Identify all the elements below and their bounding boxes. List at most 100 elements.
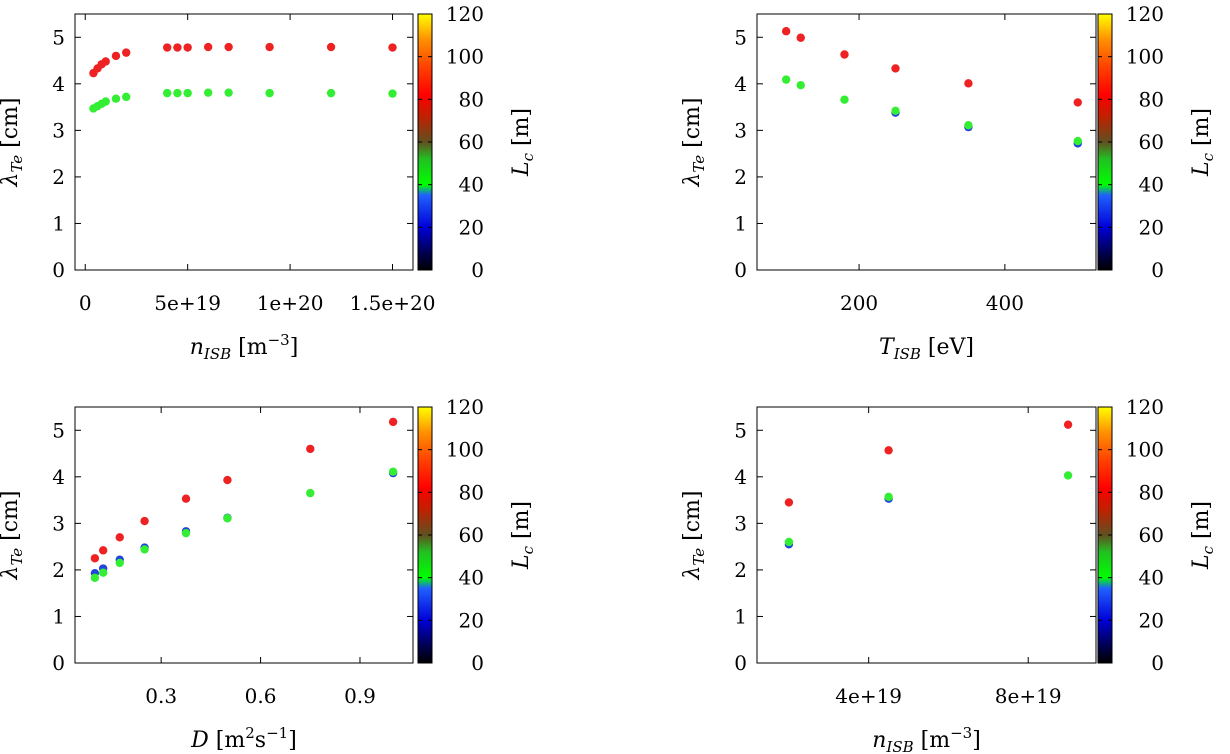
data-point <box>388 417 398 427</box>
x-tick-label: 0.9 <box>344 684 376 708</box>
y-tick-label: 1 <box>734 211 747 235</box>
data-point <box>122 92 131 102</box>
data-point <box>964 121 973 130</box>
data-point <box>111 51 121 61</box>
x-tick-label: 4e+19 <box>835 684 902 708</box>
data-point <box>223 475 232 485</box>
colorbar-tick-label: 80 <box>1139 87 1164 111</box>
colorbar-label: Lc [m] <box>509 501 537 570</box>
data-point <box>140 545 149 554</box>
data-point <box>306 488 315 498</box>
series-l-c-80-m <box>781 27 1082 107</box>
colorbar-fill <box>418 407 432 663</box>
colorbar-tick-label: 60 <box>459 130 484 154</box>
y-tick-label: 3 <box>734 511 747 535</box>
y-axis-label: λTe [cm] <box>680 490 708 580</box>
data-point <box>884 446 893 455</box>
colorbar-tick-label: 40 <box>1139 566 1164 590</box>
data-point <box>203 88 213 97</box>
series-l-c-80-m <box>90 417 398 563</box>
data-point <box>140 516 149 526</box>
data-point <box>181 494 191 503</box>
data-point <box>388 467 398 476</box>
data-point <box>181 528 191 538</box>
plot-frame <box>74 13 414 271</box>
data-point <box>122 48 131 57</box>
colorbar-tick-label: 100 <box>1126 45 1164 69</box>
series-l-c-40-m <box>90 467 398 583</box>
data-point <box>111 94 121 103</box>
x-tick-label: 5e+19 <box>154 291 221 315</box>
colorbar-tick-label: 40 <box>459 566 484 590</box>
plot-panel-bottom-right: 0 1 2 3 4 5 4e+19 8e+19 λTe [cm] nISB [m−3] 0 20 40 6… <box>680 395 1217 754</box>
x-axis-label: nISB [m−3] <box>190 331 299 363</box>
data-point <box>781 27 791 36</box>
data-point <box>223 514 232 523</box>
colorbar-tick-label: 120 <box>1126 2 1164 26</box>
y-tick-label: 1 <box>52 604 65 628</box>
colorbar-label: Lc [m] <box>1189 108 1217 177</box>
y-tick-label: 2 <box>52 558 65 582</box>
y-tick-label: 5 <box>734 418 747 442</box>
y-tick-label: 0 <box>734 651 747 675</box>
colorbar: 0 20 40 60 80 100 120 Lc [m] <box>1097 395 1217 675</box>
y-tick-label: 2 <box>734 558 747 582</box>
colorbar-label: Lc [m] <box>509 108 537 177</box>
y-tick-label: 0 <box>52 258 65 282</box>
data-point <box>1073 98 1082 107</box>
data-point <box>891 64 900 73</box>
y-axis-label: λTe [cm] <box>0 490 26 580</box>
series-l-c-30-m <box>784 494 893 549</box>
y-axis-label: λTe [cm] <box>680 97 708 187</box>
series-l-c-40-m <box>781 75 1082 146</box>
colorbar-fill <box>1098 407 1112 663</box>
data-point <box>183 43 192 52</box>
colorbar-tick-label: 0 <box>471 258 484 282</box>
series-l-c-40-m <box>784 471 1073 547</box>
colorbar-tick-label: 60 <box>459 523 484 547</box>
data-point <box>224 88 233 97</box>
colorbar-tick-label: 120 <box>1126 395 1164 419</box>
x-tick-label: 1.5e+20 <box>350 291 436 315</box>
y-tick-label: 4 <box>52 465 65 489</box>
y-tick-label: 0 <box>52 651 65 675</box>
data-point <box>98 546 108 555</box>
data-point <box>388 89 397 98</box>
y-tick-label: 4 <box>734 72 747 96</box>
plot-panel-top-left: 0 1 2 3 4 5 0 5e+19 1e+20 1.5e+20 λTe [cm] nISB [m−… <box>0 2 537 363</box>
colorbar-fill <box>418 14 432 270</box>
data-point <box>98 568 108 577</box>
data-point <box>964 79 973 88</box>
data-point <box>388 43 397 52</box>
colorbar-tick-label: 100 <box>446 438 484 462</box>
colorbar-tick-label: 80 <box>459 87 484 111</box>
y-tick-label: 5 <box>734 25 747 49</box>
data-point <box>173 88 182 98</box>
data-point <box>1063 420 1073 429</box>
colorbar-tick-label: 100 <box>1126 438 1164 462</box>
y-tick-label: 1 <box>52 211 65 235</box>
x-axis-label: TISB [eV] <box>879 335 974 363</box>
data-point <box>101 57 110 66</box>
series-l-c-80-m <box>89 42 397 78</box>
data-point <box>101 97 110 106</box>
plot-panel-top-right: 0 1 2 3 4 5 200 400 λTe [cm] TISB [eV] 0 20 40 60 80 10… <box>680 2 1217 363</box>
y-tick-label: 5 <box>52 418 65 442</box>
x-tick-label: 400 <box>986 291 1024 315</box>
colorbar: 0 20 40 60 80 100 120 Lc [m] <box>1097 2 1217 282</box>
data-point <box>840 50 849 59</box>
y-tick-label: 3 <box>52 511 65 535</box>
colorbar-tick-label: 40 <box>459 173 484 197</box>
x-tick-label: 0.3 <box>145 684 177 708</box>
data-point <box>784 498 794 507</box>
data-point <box>90 573 100 583</box>
colorbar-label: Lc [m] <box>1189 501 1217 570</box>
colorbar-tick-label: 20 <box>1139 608 1164 632</box>
data-point <box>796 81 805 90</box>
colorbar-tick-label: 120 <box>446 2 484 26</box>
colorbar-tick-label: 80 <box>459 480 484 504</box>
colorbar-fill <box>1098 14 1112 270</box>
colorbar-tick-label: 0 <box>1151 651 1164 675</box>
y-tick-label: 1 <box>734 604 747 628</box>
